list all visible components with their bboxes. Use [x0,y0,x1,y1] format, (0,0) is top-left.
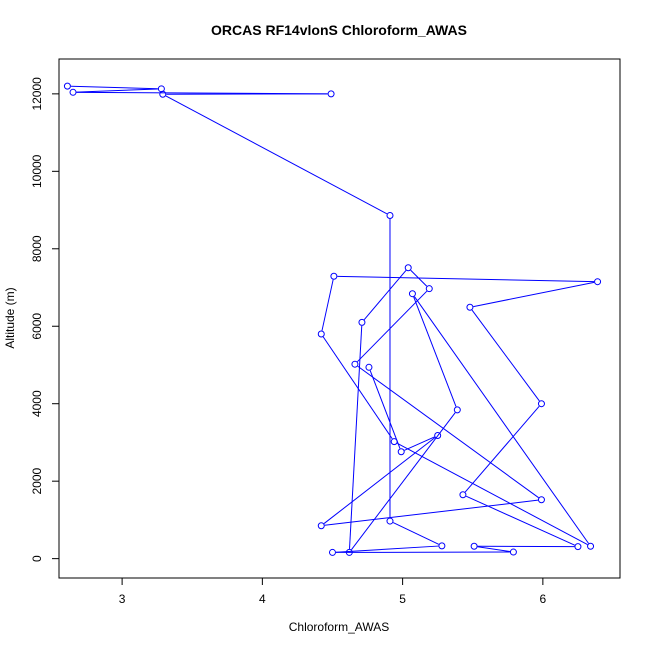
y-tick-label: 10000 [30,154,44,188]
series-segment [165,95,388,215]
series-segment [324,499,539,526]
data-point [594,278,602,286]
series-segment [471,309,540,402]
series-segment [413,296,457,407]
data-point [159,90,167,98]
data-point [466,303,474,311]
y-axis: 0 2000 4000 6000 8000 10000 12000 [30,77,60,562]
data-point [438,542,446,550]
series-segment [323,437,436,524]
series-line-group [70,85,595,553]
data-point [434,431,442,439]
y-tick-label: 6000 [30,313,44,340]
data-point [386,211,394,219]
series-segment [337,275,595,283]
data-point [574,543,582,551]
series-segment [70,85,158,90]
series-segment [76,88,158,93]
data-point [317,522,325,530]
x-tick-label: 5 [399,592,406,606]
series-segment [404,436,435,451]
y-tick-label: 0 [30,555,44,562]
data-point [358,318,366,326]
data-point [351,360,359,368]
series-point-group [63,82,602,556]
data-point [459,491,467,499]
y-tick-label: 4000 [30,390,44,417]
y-tick-label: 12000 [30,77,44,111]
data-point [328,548,336,556]
x-tick-label: 3 [119,592,126,606]
series-segment [349,325,363,549]
chart-title: ORCAS RF14vlonS Chloroform_AWAS [211,22,467,38]
data-point [509,548,517,556]
series-segment [397,442,588,546]
data-point [390,438,398,446]
series-segment [477,546,511,553]
x-tick-label: 6 [540,592,547,606]
x-axis: 3 4 5 6 [119,577,547,606]
data-point [317,330,325,338]
y-tick-label: 2000 [30,468,44,495]
data-point [470,542,478,550]
x-tick-label: 4 [259,592,266,606]
data-point [327,90,335,98]
data-point [537,400,545,408]
series-segment [369,370,401,449]
series-segment [392,522,439,545]
data-point [408,290,416,298]
series-segment [465,495,575,546]
data-point [537,496,545,504]
x-axis-label: Chloroform_AWAS [289,620,389,634]
data-point [69,88,77,96]
series-segment [322,336,393,440]
series-segment [464,406,540,493]
data-point [587,542,595,550]
series-segment [473,281,595,308]
data-point [365,363,373,371]
data-point [330,272,338,280]
data-point [386,517,394,525]
series-segment [414,296,589,544]
series-segment [351,412,456,550]
series-segment [410,269,428,287]
y-tick-label: 8000 [30,235,44,262]
series-segment [321,279,334,331]
series-segment [357,290,428,363]
data-point [425,285,433,293]
y-axis-label: Altitude (m) [3,287,17,348]
series-segment [335,545,439,553]
series-segment [357,365,539,499]
data-point [404,264,412,272]
series-segment [363,270,407,321]
data-point [397,448,405,456]
data-point [453,406,461,414]
data-point [63,82,71,90]
data-point [345,548,353,556]
